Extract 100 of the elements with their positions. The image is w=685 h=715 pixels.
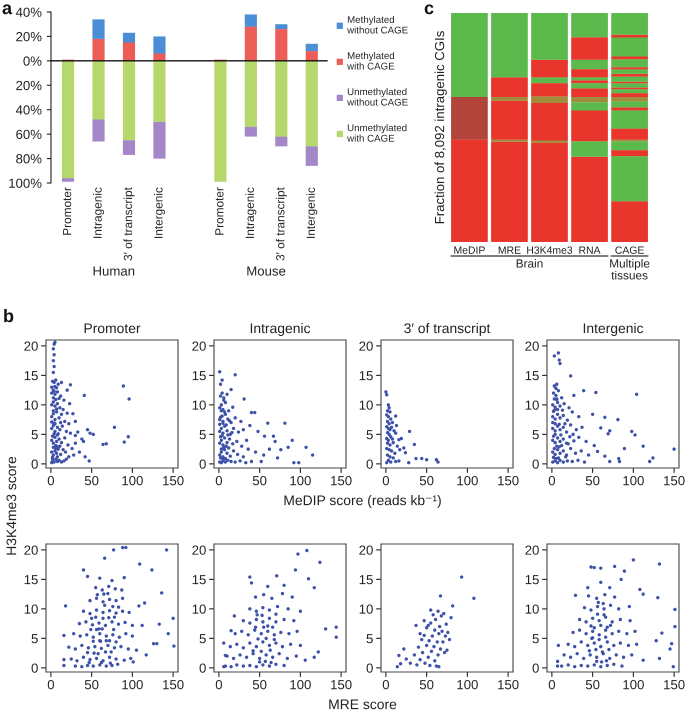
x-tick-label: 150: [331, 476, 352, 486]
x-tick-label: 100: [623, 680, 644, 690]
x-tick-label: Intragenic: [245, 187, 256, 238]
x-tick-label: 100: [457, 476, 478, 486]
y-tick-label: 0: [200, 663, 206, 673]
y-tick-label: 0: [32, 459, 38, 469]
x-tick-label: RNA: [579, 246, 601, 254]
x-tick-label: 100: [623, 476, 644, 486]
text: MeDIP score (reads kb⁻¹): [284, 495, 441, 508]
y-tick-label: 15: [360, 575, 373, 584]
x-tick-label: Intergenic: [154, 187, 165, 238]
y-tick-label: 15: [192, 371, 206, 380]
x-tick-label: 150: [664, 680, 685, 690]
x-tick-label: 0: [382, 680, 390, 690]
text: MRE score: [329, 700, 396, 710]
x-tick-label: Promoter: [62, 187, 72, 235]
y-tick-label: 20: [24, 341, 38, 351]
chart-title: Intragenic: [250, 322, 310, 336]
x-tick-label: 150: [331, 680, 352, 690]
y-tick-label: 20: [525, 341, 539, 351]
x-tick-label: 150: [163, 476, 184, 486]
y-tick-label: 10: [192, 604, 206, 614]
y-tick-label: 10: [24, 400, 38, 410]
x-tick-label: Intergenic: [306, 187, 318, 238]
x-tick-label: 0: [548, 680, 556, 690]
y-axis-title: Fraction of 8,092 intragenic CGIs: [434, 31, 447, 224]
x-tick-label: 150: [498, 680, 519, 690]
y-tick-label: 5: [366, 634, 373, 644]
x-tick-label: 100: [290, 680, 311, 690]
x-tick-label: 50: [420, 476, 434, 486]
x-tick-label: 100: [290, 476, 311, 486]
y-tick-label: 0: [32, 663, 38, 673]
chart-title: Promoter: [84, 324, 140, 334]
y-tick-label: 40%: [16, 8, 42, 17]
chart-title: Intergenic: [584, 322, 644, 336]
x-tick-label: 150: [498, 476, 519, 486]
x-tick-label: 50: [252, 476, 266, 486]
y-tick-label: 15: [24, 575, 38, 584]
text: a: [2, 4, 12, 14]
x-tick-label: 100: [122, 476, 143, 486]
y-tick-label: 10: [360, 400, 373, 410]
legend-label: Methylated with CAGE: [347, 52, 394, 70]
y-tick-label: 20%: [16, 32, 42, 42]
y-tick-label: 5: [532, 634, 539, 644]
y-tick-label: 0%: [23, 56, 42, 66]
text: Mouse: [247, 266, 286, 276]
y-tick-label: 15: [526, 575, 539, 584]
x-tick-label: 50: [84, 476, 98, 486]
x-tick-label: 3′ of transcript: [276, 187, 287, 260]
x-tick-label: 0: [216, 680, 222, 690]
y-tick-label: 60%: [16, 130, 42, 140]
y-tick-label: 10: [360, 604, 373, 614]
x-tick-label: 0: [548, 476, 556, 486]
x-tick-label: H3K4me3: [527, 246, 572, 254]
y-tick-label: 20: [24, 545, 38, 555]
text: b: [4, 309, 14, 322]
chart-title: 3′ of transcript: [404, 322, 490, 336]
text: Multiple tissues: [610, 259, 650, 280]
x-tick-label: 50: [84, 680, 98, 690]
y-tick-label: 0: [532, 663, 539, 673]
legend-label: Unmethylated without CAGE: [347, 88, 408, 106]
y-tick-label: 20: [359, 341, 373, 351]
y-tick-label: 5: [32, 634, 38, 644]
x-tick-label: 0: [48, 476, 54, 486]
y-tick-label: 10: [526, 400, 539, 410]
x-tick-label: 100: [122, 680, 143, 690]
y-tick-label: 5: [200, 634, 206, 644]
x-tick-label: 50: [586, 476, 600, 486]
x-tick-label: Intragenic: [93, 187, 104, 238]
x-tick-label: 50: [252, 680, 266, 690]
y-tick-label: 40%: [16, 105, 42, 115]
x-tick-label: MRE: [498, 246, 521, 254]
y-tick-label: 5: [32, 430, 38, 440]
y-axis-title: H3K4me3 score: [6, 456, 16, 555]
x-tick-label: 3′ of transcript: [123, 187, 134, 260]
y-tick-label: 20: [192, 545, 206, 555]
x-tick-label: 50: [586, 680, 600, 690]
y-tick-label: 5: [200, 430, 206, 440]
y-tick-label: 80%: [16, 154, 42, 164]
x-tick-label: 150: [664, 476, 685, 486]
x-tick-label: 0: [382, 476, 390, 486]
x-tick-label: 0: [48, 680, 54, 690]
x-tick-label: Promoter: [215, 187, 224, 235]
y-tick-label: 5: [532, 430, 539, 440]
y-tick-label: 0: [200, 459, 206, 469]
x-tick-label: 50: [420, 680, 434, 690]
y-tick-label: 0: [366, 663, 373, 673]
text: c: [424, 4, 434, 14]
y-tick-label: 20: [359, 545, 373, 555]
y-tick-label: 10: [526, 604, 539, 614]
legend-label: Methylated without CAGE: [347, 16, 408, 34]
y-tick-label: 0: [532, 459, 539, 469]
text: Human: [94, 266, 134, 276]
x-tick-label: CAGE: [615, 246, 644, 254]
x-tick-label: 150: [163, 680, 184, 690]
legend-label: Unmethylated with CAGE: [347, 124, 406, 142]
x-tick-label: 100: [457, 680, 478, 690]
y-tick-label: 15: [360, 371, 373, 380]
y-tick-label: 20: [525, 545, 539, 555]
x-tick-label: MeDIP: [454, 246, 485, 254]
